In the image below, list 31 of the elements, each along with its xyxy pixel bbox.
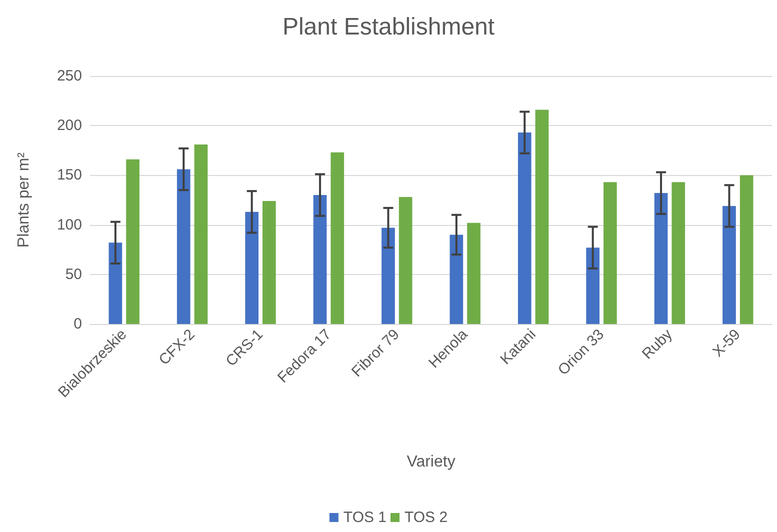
- y-axis-title: Plants per m²: [16, 152, 32, 248]
- bar: [262, 200, 276, 324]
- bar: [194, 144, 208, 324]
- bar: [126, 159, 140, 324]
- bar: [586, 248, 600, 324]
- bar: [245, 212, 258, 324]
- bar: [176, 169, 190, 324]
- legend-label: TOS 2: [404, 509, 448, 526]
- y-tick-label: 250: [56, 68, 82, 84]
- bar: [108, 242, 122, 324]
- bar: [518, 132, 532, 324]
- bar: [654, 193, 668, 324]
- chart-title: Plant Establishment: [282, 14, 495, 40]
- legend-label: TOS 1: [343, 509, 387, 526]
- y-tick-label: 200: [56, 117, 82, 134]
- bar: [467, 222, 480, 324]
- bar: [313, 195, 327, 324]
- bar: [740, 175, 754, 324]
- bar: [604, 182, 617, 324]
- bar: [382, 228, 395, 324]
- y-tick-label: 100: [56, 216, 82, 234]
- bar: [672, 182, 686, 324]
- bar: [722, 206, 736, 324]
- y-tick-label: 0: [74, 316, 82, 332]
- y-tick-label: 50: [65, 266, 82, 283]
- bar: [535, 110, 549, 324]
- y-tick-label: 150: [56, 166, 82, 184]
- x-axis-title: Variety: [406, 454, 456, 470]
- bar: [330, 152, 344, 324]
- bar: [450, 234, 464, 324]
- bar: [398, 197, 412, 324]
